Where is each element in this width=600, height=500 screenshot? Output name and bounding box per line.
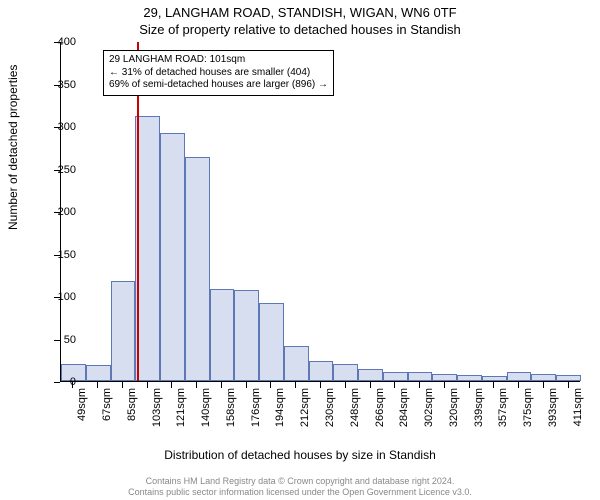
x-tick-label: 67sqm <box>101 388 113 421</box>
histogram-bar <box>531 374 556 381</box>
x-tick-label: 158sqm <box>225 388 237 427</box>
x-tick-label: 375sqm <box>522 388 534 427</box>
histogram-bar <box>86 365 111 381</box>
y-tick-label: 250 <box>58 164 76 176</box>
x-tick-label: 266sqm <box>374 388 386 427</box>
x-tick-label: 320sqm <box>448 388 460 427</box>
histogram-bar <box>111 281 136 381</box>
histogram-bar <box>457 375 482 381</box>
y-tick-label: 50 <box>64 334 76 346</box>
chart-title-main: 29, LANGHAM ROAD, STANDISH, WIGAN, WN6 0… <box>0 5 600 20</box>
histogram-bar <box>383 372 408 381</box>
histogram-bar <box>432 374 457 381</box>
x-tick-label: 302sqm <box>423 388 435 427</box>
annotation-line-1: 29 LANGHAM ROAD: 101sqm <box>109 54 328 67</box>
x-tick-label: 339sqm <box>473 388 485 427</box>
histogram-bar <box>210 289 235 381</box>
y-tick-label: 400 <box>58 36 76 48</box>
histogram-bar <box>309 361 334 381</box>
y-axis-label: Number of detached properties <box>6 65 20 230</box>
x-tick-label: 176sqm <box>250 388 262 427</box>
footer-attribution: Contains HM Land Registry data © Crown c… <box>0 476 600 499</box>
x-tick-label: 411sqm <box>572 388 584 426</box>
x-axis-label: Distribution of detached houses by size … <box>0 448 600 462</box>
histogram-bar <box>160 133 185 381</box>
x-tick-label: 121sqm <box>175 388 187 427</box>
annotation-line-2: ← 31% of detached houses are smaller (40… <box>109 67 328 80</box>
histogram-bar <box>556 375 581 381</box>
x-tick-label: 140sqm <box>200 388 212 427</box>
histogram-bar <box>358 369 383 381</box>
annotation-line-3: 69% of semi-detached houses are larger (… <box>109 79 328 92</box>
x-tick-label: 212sqm <box>299 388 311 427</box>
x-tick-label: 393sqm <box>547 388 559 427</box>
x-tick-label: 357sqm <box>497 388 509 427</box>
y-tick-label: 300 <box>58 121 76 133</box>
y-tick-label: 350 <box>58 79 76 91</box>
histogram-bar <box>507 372 532 381</box>
histogram-bar <box>482 376 507 381</box>
histogram-bar <box>284 346 309 381</box>
y-tick-label: 200 <box>58 206 76 218</box>
histogram-bar <box>234 290 259 381</box>
x-tick-label: 194sqm <box>274 388 286 427</box>
x-tick-label: 103sqm <box>151 388 163 427</box>
histogram-bar <box>408 372 433 381</box>
y-tick-label: 150 <box>58 249 76 261</box>
histogram-bar <box>135 116 160 381</box>
chart-container: 29, LANGHAM ROAD, STANDISH, WIGAN, WN6 0… <box>0 0 600 500</box>
y-tick-label: 100 <box>58 291 76 303</box>
footer-line-1: Contains HM Land Registry data © Crown c… <box>0 476 600 487</box>
plot-area: 29 LANGHAM ROAD: 101sqm← 31% of detached… <box>60 42 580 382</box>
x-tick-label: 49sqm <box>76 388 88 421</box>
x-tick-label: 230sqm <box>324 388 336 427</box>
histogram-bar <box>185 157 210 381</box>
x-tick-label: 284sqm <box>398 388 410 427</box>
chart-title-sub: Size of property relative to detached ho… <box>0 22 600 37</box>
histogram-bar <box>259 303 284 381</box>
annotation-box: 29 LANGHAM ROAD: 101sqm← 31% of detached… <box>103 50 334 96</box>
histogram-bar <box>333 364 358 381</box>
footer-line-2: Contains public sector information licen… <box>0 487 600 498</box>
x-tick-label: 248sqm <box>349 388 361 427</box>
x-tick-label: 85sqm <box>126 388 138 421</box>
